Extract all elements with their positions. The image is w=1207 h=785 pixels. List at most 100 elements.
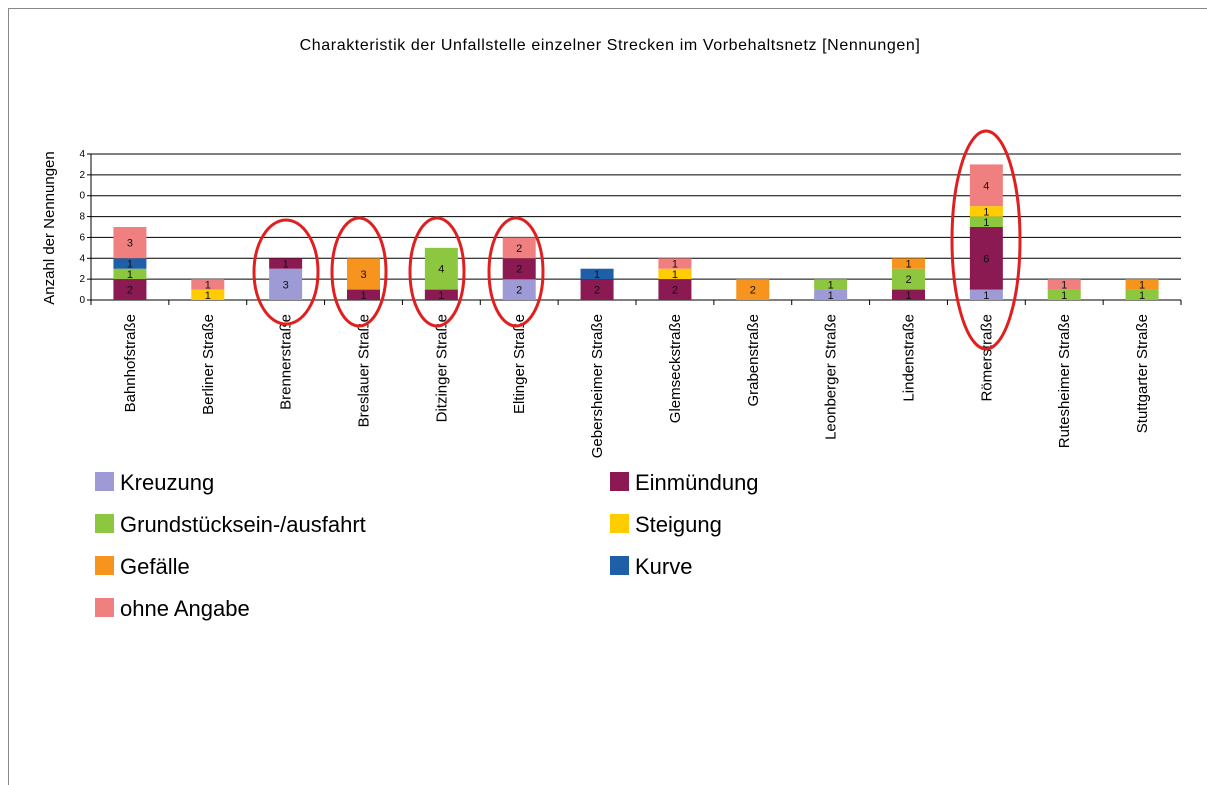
legend-swatch — [95, 556, 114, 575]
bar-segment — [969, 216, 1003, 227]
data-label: 2 — [516, 243, 522, 255]
y-axis-label: Anzahl der Nennungen — [41, 151, 58, 304]
data-label: 1 — [438, 290, 444, 302]
bar-segment — [892, 268, 925, 290]
legend-label: Steigung — [635, 512, 722, 537]
data-label: 4 — [438, 264, 444, 276]
data-label: 1 — [127, 269, 133, 281]
bar-segment — [1047, 279, 1081, 290]
highlight-ellipse — [330, 216, 388, 328]
bar-segment — [502, 237, 536, 259]
highlight-ellipse — [950, 129, 1022, 351]
bar-segment — [580, 279, 614, 300]
highlight-ellipse — [487, 216, 545, 328]
x-tick-label: Ditzinger Straße — [433, 314, 450, 422]
y-tick-label: 2 — [79, 274, 85, 285]
data-label: 1 — [205, 290, 211, 302]
bar-segment — [814, 279, 848, 290]
bar-segment — [969, 289, 1003, 300]
legend-label: Grundstücksein-/ausfahrt — [120, 512, 366, 537]
y-tick-label: 4 — [79, 253, 85, 264]
x-tick-label: Bahnhofstraße — [122, 314, 139, 412]
bar-segment — [191, 279, 225, 290]
bar-segment — [1125, 279, 1159, 290]
data-label: 1 — [983, 217, 989, 229]
bar-segment — [502, 279, 536, 300]
bar-segment — [113, 227, 147, 259]
x-tick-label: Rutesheimer Straße — [1056, 314, 1073, 448]
bar-segment — [269, 268, 303, 300]
legend-label: Einmündung — [635, 470, 759, 495]
x-tick-label: Römerstraße — [978, 314, 995, 402]
data-label: 1 — [1061, 290, 1067, 302]
data-label: 1 — [360, 290, 366, 302]
legend-label: ohne Angabe — [120, 596, 250, 621]
x-tick-label: Grabenstraße — [745, 314, 762, 407]
data-label: 2 — [905, 274, 911, 286]
data-label: 2 — [127, 285, 133, 297]
x-tick-label: Glemseckstraße — [667, 314, 684, 423]
data-label: 1 — [594, 269, 600, 281]
bar-segment — [191, 289, 225, 300]
bar-segment — [1125, 289, 1159, 300]
legend-swatch — [95, 514, 114, 533]
chart-title: Charakteristik der Unfallstelle einzelne… — [300, 37, 921, 54]
legend-label: Kreuzung — [120, 470, 214, 495]
bar-segment — [424, 247, 458, 290]
data-label: 3 — [360, 269, 366, 281]
data-label: 1 — [127, 259, 133, 271]
data-label: 3 — [283, 279, 289, 291]
data-label: 2 — [594, 285, 600, 297]
data-label: 1 — [283, 259, 289, 271]
data-label: 3 — [127, 238, 133, 250]
bar-segment — [502, 258, 536, 280]
bar-segment — [1047, 289, 1081, 300]
data-label: 1 — [905, 290, 911, 302]
bar-segment — [969, 227, 1003, 290]
data-label: 2 — [516, 285, 522, 297]
y-tick-label: 0 — [79, 191, 85, 202]
data-label: 6 — [983, 253, 989, 265]
x-tick-label: Stuttgarter Straße — [1134, 314, 1151, 433]
data-label: 1 — [205, 279, 211, 291]
y-tick-label: 2 — [79, 170, 85, 181]
legend-swatch — [610, 556, 629, 575]
data-label: 1 — [1061, 279, 1067, 291]
bar-segment — [969, 206, 1003, 217]
bar-segment — [969, 164, 1003, 207]
y-tick-label: 8 — [79, 212, 85, 223]
data-label: 1 — [1139, 290, 1145, 302]
data-label: 1 — [1139, 279, 1145, 291]
data-label: 2 — [750, 285, 756, 297]
bar-segment — [347, 258, 380, 290]
legend-swatch — [610, 472, 629, 491]
bar-segment — [658, 279, 692, 300]
data-label: 1 — [672, 269, 678, 281]
legend-swatch — [95, 472, 114, 491]
y-tick-label: 4 — [79, 149, 85, 160]
highlight-ellipse — [252, 218, 320, 326]
data-label: 1 — [983, 290, 989, 302]
data-label: 1 — [828, 290, 834, 302]
bar-segment — [658, 268, 692, 280]
bar-segment — [113, 258, 147, 269]
bar-segment — [658, 258, 692, 269]
x-tick-label: Breslauer Straße — [356, 314, 373, 427]
annotations — [252, 129, 1022, 351]
data-label: 2 — [672, 285, 678, 297]
bar-segment — [892, 258, 925, 269]
legend-swatch — [610, 514, 629, 533]
data-label: 1 — [672, 259, 678, 271]
x-tick-label: Gebersheimer Straße — [589, 314, 606, 458]
data-label: 4 — [983, 180, 989, 192]
x-tick-label: Leonberger Straße — [823, 314, 840, 440]
highlight-ellipse — [408, 216, 466, 328]
frame — [8, 8, 1207, 785]
bar-segment — [892, 289, 925, 300]
bar-segment — [113, 268, 147, 280]
x-tick-label: Eltinger Straße — [511, 314, 528, 414]
legend-label: Gefälle — [120, 554, 190, 579]
bar-segment — [814, 289, 848, 300]
